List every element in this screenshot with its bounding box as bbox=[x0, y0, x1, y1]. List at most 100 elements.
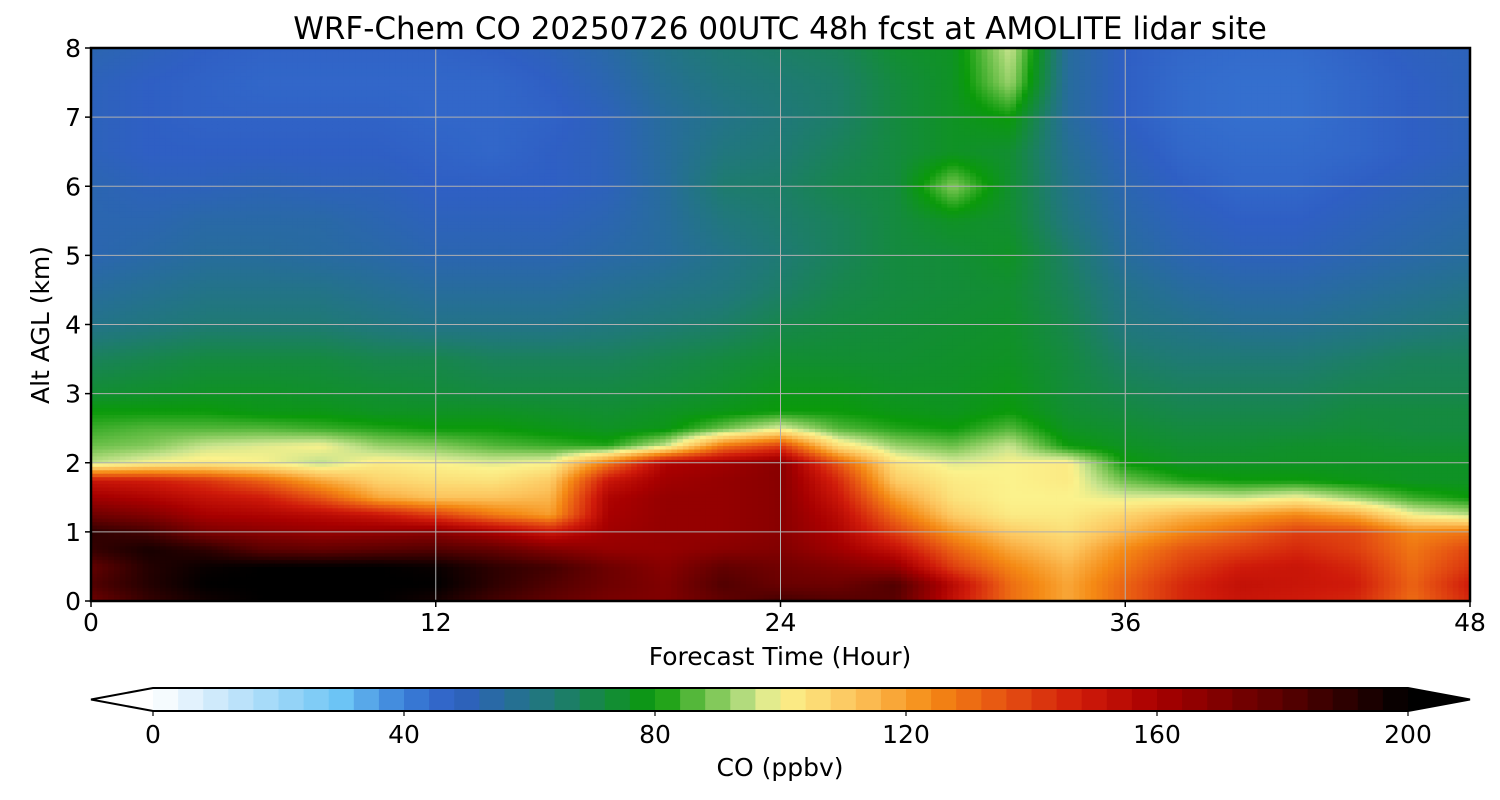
heat-cell bbox=[154, 563, 160, 567]
heat-cell bbox=[872, 549, 878, 553]
heat-cell bbox=[1091, 556, 1097, 560]
heat-cell bbox=[499, 563, 505, 567]
heat-cell bbox=[125, 563, 131, 567]
heat-cell bbox=[229, 591, 235, 595]
heat-cell bbox=[1453, 573, 1459, 577]
heat-cell bbox=[1459, 594, 1465, 598]
heat-cell bbox=[120, 546, 126, 550]
heat-cell bbox=[217, 539, 223, 543]
heat-cell bbox=[1154, 566, 1160, 570]
heat-cell bbox=[367, 566, 373, 570]
heat-cell bbox=[263, 577, 269, 581]
heat-cell bbox=[499, 584, 505, 588]
heat-cell bbox=[964, 584, 970, 588]
heat-cell bbox=[1206, 566, 1212, 570]
heat-cell bbox=[1384, 549, 1390, 553]
heat-cell bbox=[384, 556, 390, 560]
heat-cell bbox=[309, 546, 315, 550]
heat-cell bbox=[189, 549, 195, 553]
heat-cell bbox=[826, 594, 832, 598]
heat-cell bbox=[970, 549, 976, 553]
heat-cell bbox=[878, 591, 884, 595]
heat-cell bbox=[591, 566, 597, 570]
heat-cell bbox=[1372, 566, 1378, 570]
heat-cell bbox=[235, 563, 241, 567]
heat-cell bbox=[614, 546, 620, 550]
heat-cell bbox=[878, 594, 884, 598]
heat-cell bbox=[315, 566, 321, 570]
heat-cell bbox=[1390, 577, 1396, 581]
heat-cell bbox=[269, 591, 275, 595]
heat-cell bbox=[269, 546, 275, 550]
heat-cell bbox=[1355, 591, 1361, 595]
heat-cell bbox=[1309, 556, 1315, 560]
heat-cell bbox=[637, 584, 643, 588]
heat-cell bbox=[861, 577, 867, 581]
heat-cell bbox=[982, 573, 988, 577]
heat-cell bbox=[200, 573, 206, 577]
heat-cell bbox=[373, 573, 379, 577]
heat-cell bbox=[229, 563, 235, 567]
heat-cell bbox=[792, 556, 798, 560]
heat-cell bbox=[1108, 591, 1114, 595]
heat-cell bbox=[252, 563, 258, 567]
heat-cell bbox=[1338, 594, 1344, 598]
heat-cell bbox=[1051, 566, 1057, 570]
heat-cell bbox=[355, 549, 361, 553]
heat-cell bbox=[1154, 577, 1160, 581]
heat-cell bbox=[1142, 573, 1148, 577]
heat-cell bbox=[597, 546, 603, 550]
heat-cell bbox=[1171, 573, 1177, 577]
heat-cell bbox=[125, 573, 131, 577]
co-curtain-figure: WRF-Chem CO 20250726 00UTC 48h fcst at A… bbox=[0, 0, 1500, 800]
heat-cell bbox=[884, 563, 890, 567]
heat-cell bbox=[315, 549, 321, 553]
heat-cell bbox=[223, 566, 229, 570]
heat-cell bbox=[660, 577, 666, 581]
heat-cell bbox=[976, 577, 982, 581]
heat-cell bbox=[505, 556, 511, 560]
heat-cell bbox=[1257, 549, 1263, 553]
heat-cell bbox=[809, 577, 815, 581]
heat-cell bbox=[556, 584, 562, 588]
heat-cell bbox=[338, 566, 344, 570]
heat-cell bbox=[108, 584, 114, 588]
heat-cell bbox=[1217, 573, 1223, 577]
heat-cell bbox=[505, 566, 511, 570]
heat-cell bbox=[327, 556, 333, 560]
heat-cell bbox=[1459, 591, 1465, 595]
heat-cell bbox=[1165, 573, 1171, 577]
heat-cell bbox=[758, 584, 764, 588]
heat-cell bbox=[355, 591, 361, 595]
heat-cell bbox=[1298, 556, 1304, 560]
heat-cell bbox=[953, 549, 959, 553]
heat-cell bbox=[936, 549, 942, 553]
heat-cell bbox=[901, 591, 907, 595]
heat-cell bbox=[689, 577, 695, 581]
heat-cell bbox=[608, 577, 614, 581]
heat-cell bbox=[373, 546, 379, 550]
heat-cell bbox=[114, 539, 120, 543]
heat-cell bbox=[1280, 546, 1286, 550]
heat-cell bbox=[1269, 549, 1275, 553]
heat-cell bbox=[643, 584, 649, 588]
heat-cell bbox=[689, 573, 695, 577]
heat-cell bbox=[419, 539, 425, 543]
heat-cell bbox=[281, 546, 287, 550]
heat-cell bbox=[1114, 573, 1120, 577]
heat-cell bbox=[1292, 549, 1298, 553]
heat-cell bbox=[194, 556, 200, 560]
heat-cell bbox=[1303, 556, 1309, 560]
heat-cell bbox=[660, 573, 666, 577]
heat-cell bbox=[390, 546, 396, 550]
heat-cell bbox=[1091, 584, 1097, 588]
heat-cell bbox=[166, 546, 172, 550]
heat-cell bbox=[1068, 566, 1074, 570]
heat-cell bbox=[1326, 546, 1332, 550]
heat-cell bbox=[1114, 577, 1120, 581]
heat-cell bbox=[614, 594, 620, 598]
heat-cell bbox=[648, 549, 654, 553]
heat-cell bbox=[453, 549, 459, 553]
heat-cell bbox=[240, 566, 246, 570]
heat-cell bbox=[1131, 573, 1137, 577]
